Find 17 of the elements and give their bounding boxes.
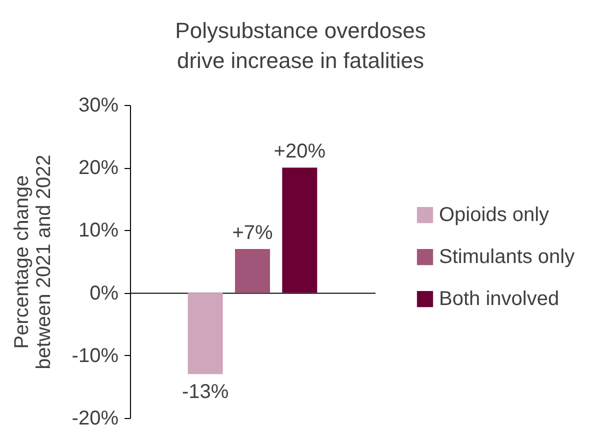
legend-label: Stimulants only (439, 246, 575, 268)
y-tick-label: -20% (72, 408, 119, 430)
data-label: -13% (182, 381, 229, 404)
chart-title: Polysubstance overdoses drive increase in fatalities (175, 18, 426, 73)
data-label: +7% (232, 222, 274, 244)
y-axis-title: Percentage change between 2021 and 2022 (10, 154, 55, 370)
y-tick-label: 20% (78, 157, 119, 180)
data-label: +20% (274, 140, 326, 163)
y-tick-label: 0% (90, 282, 119, 304)
bar (235, 248, 270, 293)
bar (188, 292, 223, 374)
legend-label: Both involved (439, 288, 560, 310)
y-tick-label: 30% (78, 94, 119, 116)
legend-label: Opioids only (439, 204, 550, 226)
bar (282, 168, 318, 293)
y-tick-label: -10% (72, 344, 119, 367)
y-tick-label: 10% (78, 220, 119, 242)
